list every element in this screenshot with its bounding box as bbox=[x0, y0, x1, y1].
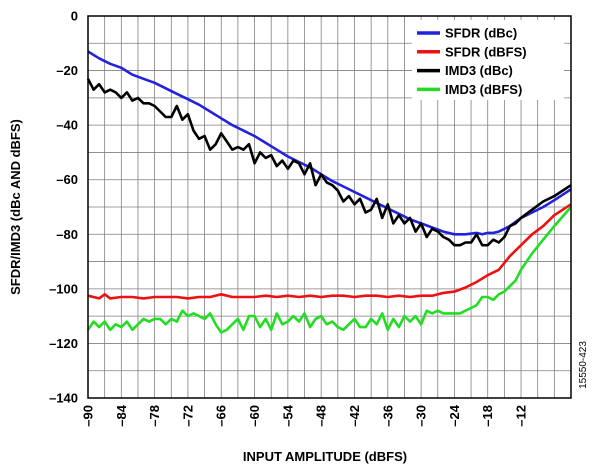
x-tick-label: –66 bbox=[214, 405, 229, 427]
y-tick-label: –100 bbox=[49, 281, 78, 296]
series-line-imd3-dbc bbox=[86, 78, 572, 247]
legend-label-imd3-dbfs: IMD3 (dBFS) bbox=[445, 82, 522, 97]
x-tick-label: –84 bbox=[114, 404, 129, 426]
x-tick-label: –36 bbox=[380, 405, 395, 427]
series-line-imd3-dbfs bbox=[86, 206, 572, 334]
x-tick-label: –78 bbox=[147, 405, 162, 427]
x-tick-label: –18 bbox=[480, 405, 495, 427]
x-tick-label: –90 bbox=[81, 405, 96, 427]
y-axis-title: SFDR/IMD3 (dBc AND dBFS) bbox=[8, 119, 23, 295]
y-tick-label: –120 bbox=[49, 336, 78, 351]
series-line-sfdr-dbfs bbox=[87, 203, 572, 300]
plot-frame bbox=[87, 15, 572, 399]
y-tick-label: –80 bbox=[56, 227, 78, 242]
x-tick-label: –54 bbox=[280, 404, 295, 426]
figure-id: 15550-423 bbox=[578, 341, 589, 389]
y-tick-label: 0 bbox=[71, 9, 78, 24]
legend: SFDR (dBc) SFDR (dBFS) IMD3 (dBc) IMD3 (dBF… bbox=[412, 20, 564, 100]
x-tick-label: –60 bbox=[247, 405, 262, 427]
x-tick-label: –30 bbox=[414, 405, 429, 427]
x-tick-labels: –90 –84 –78 –72 –66 –60 –54 –48 –42 –36 –30 –24 –18 –… bbox=[81, 404, 529, 426]
y-tick-label: –40 bbox=[56, 118, 78, 133]
y-tick-label: –20 bbox=[56, 63, 78, 78]
y-tick-label: –140 bbox=[49, 391, 78, 406]
y-tick-label: –60 bbox=[56, 172, 78, 187]
x-tick-label: –72 bbox=[180, 405, 195, 427]
plot-lines bbox=[86, 50, 572, 334]
x-tick-label: –48 bbox=[314, 405, 329, 427]
x-tick-label: –42 bbox=[347, 405, 362, 427]
x-tick-label: –12 bbox=[514, 405, 529, 427]
x-tick-label: –24 bbox=[447, 404, 462, 426]
legend-label-imd3-dbc: IMD3 (dBc) bbox=[445, 63, 513, 78]
x-axis-title: INPUT AMPLITUDE (dBFS) bbox=[243, 449, 407, 464]
legend-label-sfdr-dbc: SFDR (dBc) bbox=[445, 26, 517, 41]
y-tick-labels: 0 –20 –40 –60 –80 –100 –120 –140 bbox=[49, 9, 78, 406]
series-line-sfdr-dbc bbox=[87, 50, 572, 236]
legend-label-sfdr-dbfs: SFDR (dBFS) bbox=[445, 44, 527, 59]
